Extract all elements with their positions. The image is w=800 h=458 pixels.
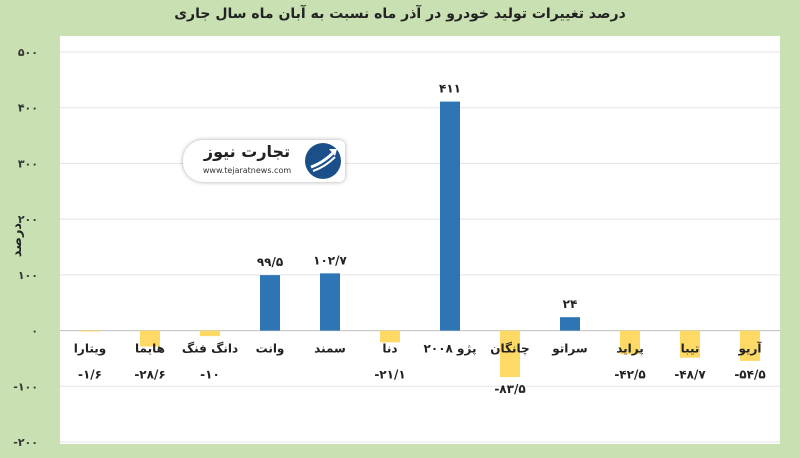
data-label: -۴۸/۷ xyxy=(674,368,706,382)
bar xyxy=(740,330,760,361)
category-label: هایما xyxy=(135,342,165,356)
category-label: تیبا xyxy=(681,342,700,356)
logo-url: www.tejaratnews.com xyxy=(202,166,292,175)
bar xyxy=(140,330,160,347)
y-tick-label: ۱۰۰ xyxy=(18,269,38,282)
bar xyxy=(80,330,100,332)
bar xyxy=(440,101,460,331)
plot-area xyxy=(60,36,780,444)
watermark-logo: تجارت نیوز www.tejaratnews.com xyxy=(183,140,345,182)
category-label: پراید xyxy=(616,342,644,356)
chart-title: درصد تغییرات تولید خودرو در آذر ماه نسبت… xyxy=(174,6,626,22)
bar xyxy=(620,330,640,355)
category-label: وانت xyxy=(256,342,285,357)
bar xyxy=(500,330,520,378)
category-label: سمند xyxy=(314,342,346,356)
data-label: -۵۴/۵ xyxy=(734,368,765,382)
data-label: -۴۲/۵ xyxy=(614,368,645,382)
bar xyxy=(200,330,220,337)
category-label: ویتارا xyxy=(74,342,106,357)
y-tick-label: ۲۰۰ xyxy=(18,213,38,226)
data-label: ۹۹/۵ xyxy=(257,255,283,269)
logo-globe-icon xyxy=(305,143,341,179)
data-label: -۱۰ xyxy=(200,368,220,382)
y-tick-label: ۵۰۰ xyxy=(18,46,38,59)
data-label: ۱۰۲/۷ xyxy=(313,253,347,267)
category-label: آریو xyxy=(737,341,762,357)
bar xyxy=(320,273,340,331)
y-tick-label: ۴۰۰ xyxy=(18,102,38,115)
data-label: -۸۳/۵ xyxy=(494,382,525,396)
bar xyxy=(560,317,580,331)
logo-wordmark: تجارت نیوز xyxy=(203,142,291,161)
category-label: دانگ فنگ xyxy=(182,342,238,356)
data-label: ۲۴ xyxy=(563,297,578,311)
y-tick-label: ۰ xyxy=(31,325,38,338)
data-label: -۲۱/۱ xyxy=(374,368,405,382)
bar xyxy=(260,275,280,331)
category-label: سراتو xyxy=(551,342,587,357)
data-label: -۲۸/۶ xyxy=(134,368,165,382)
data-label: ۴۱۱ xyxy=(439,82,461,96)
y-tick-label: ۳۰۰ xyxy=(18,157,38,170)
category-label: پژو ۲۰۰۸ xyxy=(424,342,477,357)
bar xyxy=(380,330,400,343)
bar xyxy=(680,330,700,358)
data-label: -۱/۶ xyxy=(78,368,102,382)
category-label: چانگان xyxy=(490,342,529,356)
y-tick-label: -۱۰۰ xyxy=(13,380,38,393)
category-label: دنا xyxy=(382,342,397,356)
y-tick-label: -۲۰۰ xyxy=(13,436,38,449)
